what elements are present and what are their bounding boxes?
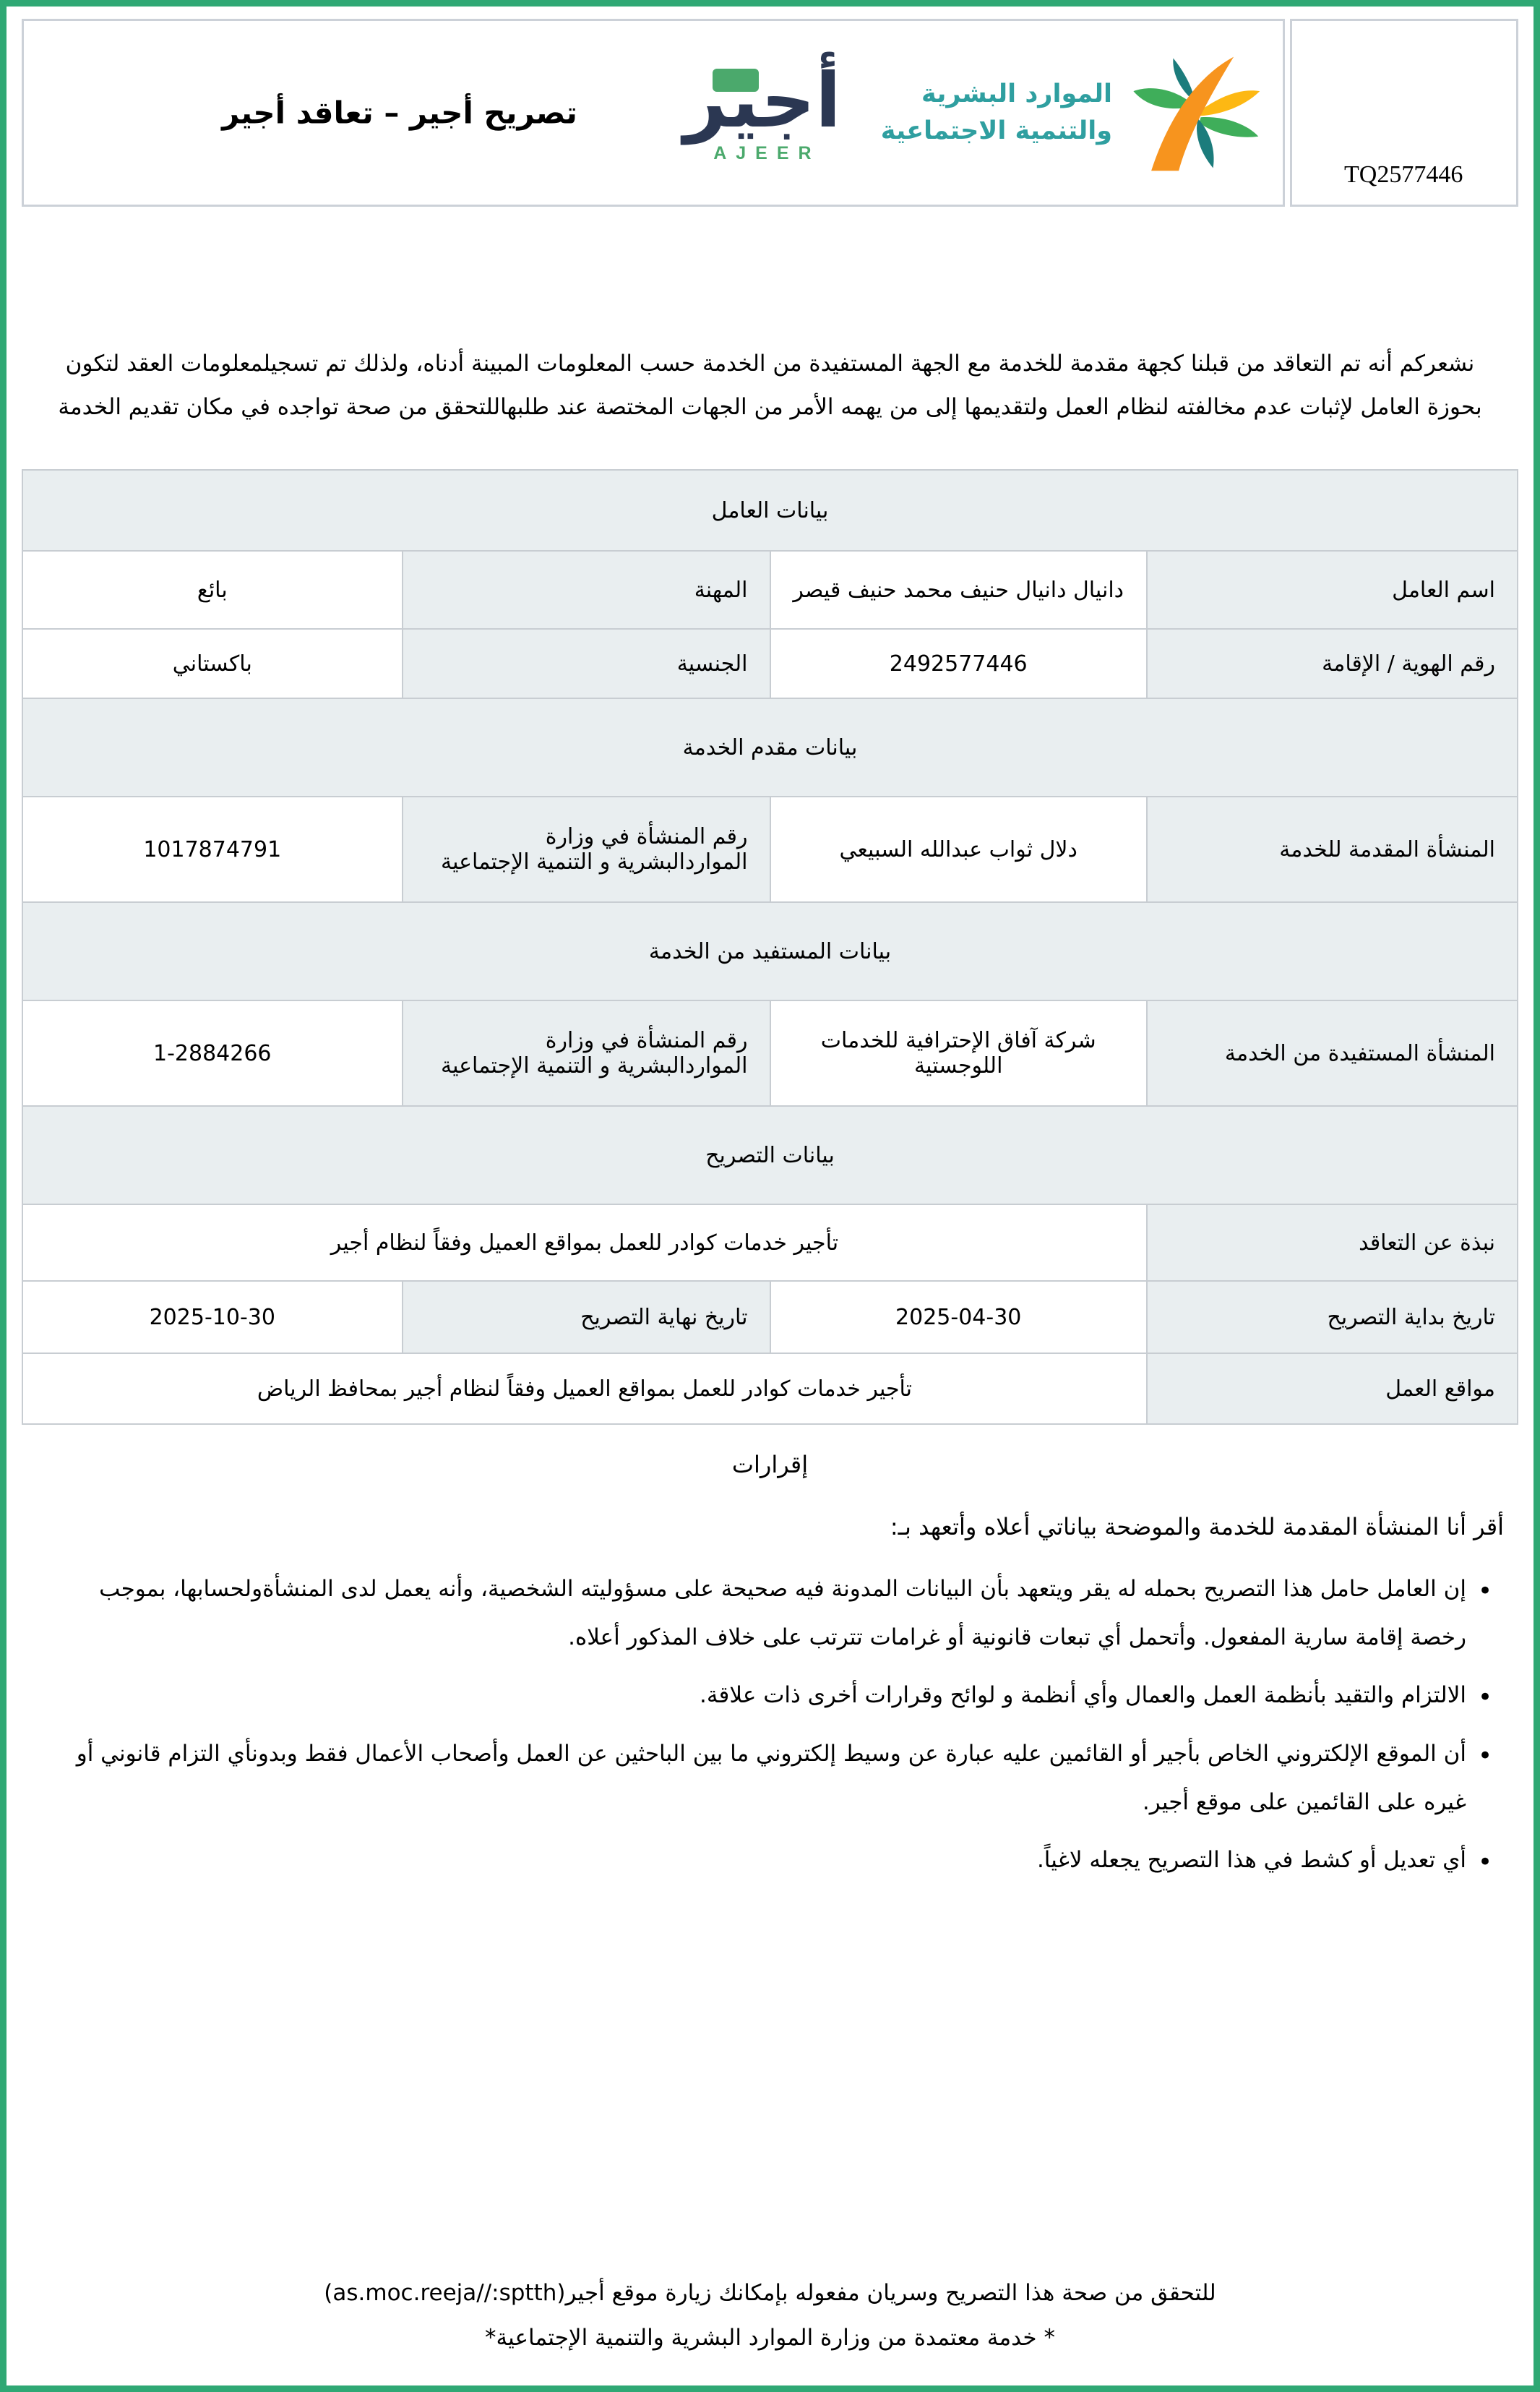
ajeer-arabic-wordmark: أجير [684, 56, 841, 145]
intro-paragraph: نشعركم أنه تم التعاقد من قبلنا كجهة مقدم… [58, 351, 1482, 420]
declarations-list: إن العامل حامل هذا التصريح بحمله له يقر … [65, 1565, 1497, 1889]
declaration-item: أي تعديل أو كشط في هذا التصريح يجعله لاغ… [65, 1836, 1497, 1889]
worker-name-label: اسم العامل [1145, 550, 1519, 630]
ministry-palm-icon [1133, 56, 1260, 171]
ministry-name-line1: الموارد البشرية [921, 80, 1112, 109]
page-title: تصريح أجير – تعاقد أجير [222, 95, 577, 131]
profession-value: بائع [22, 550, 403, 630]
section-title-worker: بيانات العامل [22, 469, 1518, 552]
ajeer-logo: أجير AJEER [684, 61, 841, 164]
section-header-provider: بيانات مقدم الخدمة [22, 698, 1518, 798]
declaration-item: أن الموقع الإلكتروني الخاص بأجير أو القا… [65, 1730, 1497, 1826]
worker-name-value: دانيال دانيال حنيف محمد حنيف قيصر [769, 550, 1148, 630]
work-locations-label: مواقع العمل [1145, 1353, 1519, 1426]
contract-summary-label: نبذة عن التعاقد [1145, 1204, 1519, 1282]
tq-number-box: TQ2577446 [1290, 19, 1518, 207]
footer-approved-line: * خدمة معتمدة من وزارة الموارد البشرية و… [485, 2325, 1055, 2351]
declaration-item: الالتزام والتقيد بأنظمة العمل والعمال وأ… [65, 1671, 1497, 1724]
profession-label: المهنة [401, 550, 771, 630]
section-title-provider: بيانات مقدم الخدمة [22, 698, 1518, 798]
id-number-value: 2492577446 [769, 628, 1148, 700]
footer: للتحقق من صحة هذا التصريح وسريان مفعوله … [7, 2280, 1533, 2351]
section-title-beneficiary: بيانات المستفيد من الخدمة [22, 901, 1518, 1002]
nationality-label: الجنسية [401, 628, 771, 700]
table-row: تاريخ بداية التصريح 2025-04-30 تاريخ نها… [22, 1280, 1519, 1355]
footer-verify-line: للتحقق من صحة هذا التصريح وسريان مفعوله … [324, 2280, 1216, 2306]
beneficiary-name-value: شركة آفاق الإحترافية للخدمات اللوجستية [769, 1000, 1148, 1107]
table-row: نبذة عن التعاقد تأجير خدمات كوادر للعمل … [22, 1204, 1519, 1282]
declarations-title: إقرارات [731, 1451, 809, 1479]
provider-name-value: دلال ثواب عبدالله السبيعي [769, 796, 1148, 904]
declarations-intro: أقر أنا المنشأة المقدمة للخدمة والموضحة … [890, 1513, 1504, 1541]
contract-summary-value: تأجير خدمات كوادر للعمل بمواقع العميل وف… [22, 1204, 1148, 1282]
ministry-name: الموارد البشرية والتنمية الاجتماعية [881, 76, 1112, 150]
section-header-beneficiary: بيانات المستفيد من الخدمة [22, 901, 1518, 1002]
section-header-permit: بيانات التصريح [22, 1105, 1518, 1206]
provider-number-value: 1017874791 [22, 796, 403, 904]
table-row: رقم الهوية / الإقامة 2492577446 الجنسية … [22, 628, 1519, 700]
section-title-permit: بيانات التصريح [22, 1105, 1518, 1206]
beneficiary-name-label: المنشأة المستفيدة من الخدمة [1145, 1000, 1519, 1107]
ministry-logo: الموارد البشرية والتنمية الاجتماعية [881, 46, 1262, 180]
start-date-label: تاريخ بداية التصريح [1145, 1280, 1519, 1355]
header-logos: أجير AJEER الموارد البشرية والتنمية الاج… [684, 21, 1262, 205]
tq-number: TQ2577446 [1344, 161, 1463, 188]
beneficiary-number-label: رقم المنشأة في وزارة المواردالبشرية و ال… [401, 1000, 771, 1107]
ajeer-latin-wordmark: AJEER [713, 143, 821, 164]
ministry-name-line2: والتنمية الاجتماعية [880, 116, 1112, 145]
start-date-value: 2025-04-30 [769, 1280, 1148, 1355]
end-date-value: 2025-10-30 [22, 1280, 403, 1355]
header: TQ2577446 تصريح أجير – تعاقد أجير أجير A… [22, 19, 1518, 207]
title-box: تصريح أجير – تعاقد أجير أجير AJEER الموا… [22, 19, 1285, 207]
table-row: المنشأة المقدمة للخدمة دلال ثواب عبدالله… [22, 796, 1519, 904]
work-locations-value: تأجير خدمات كوادر للعمل بمواقع العميل وف… [22, 1353, 1148, 1426]
provider-number-label: رقم المنشأة في وزارة المواردالبشرية و ال… [401, 796, 771, 904]
beneficiary-number-value: 1-2884266 [22, 1000, 403, 1107]
section-header-worker: بيانات العامل [22, 469, 1518, 552]
provider-name-label: المنشأة المقدمة للخدمة [1145, 796, 1519, 904]
id-number-label: رقم الهوية / الإقامة [1145, 628, 1519, 700]
table-row: المنشأة المستفيدة من الخدمة شركة آفاق ال… [22, 1000, 1519, 1107]
permit-data-table: بيانات العامل اسم العامل دانيال دانيال ح… [22, 469, 1519, 1426]
ajeer-green-rect-icon [713, 68, 760, 92]
nationality-value: باكستاني [22, 628, 403, 700]
table-row: مواقع العمل تأجير خدمات كوادر للعمل بموا… [22, 1353, 1519, 1426]
end-date-label: تاريخ نهاية التصريح [401, 1280, 771, 1355]
ajeer-logo-mark: أجير [684, 61, 841, 140]
declaration-item: إن العامل حامل هذا التصريح بحمله له يقر … [65, 1565, 1497, 1661]
table-row: اسم العامل دانيال دانيال حنيف محمد حنيف … [22, 550, 1519, 630]
